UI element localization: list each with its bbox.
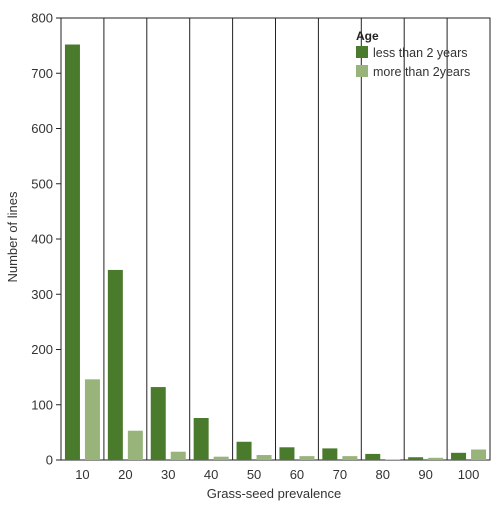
legend-label-less-than-2-years: less than 2 years [373, 46, 468, 60]
bar-more-than-2years-80 [385, 459, 401, 460]
bar-more-than-2years-50 [256, 455, 272, 460]
legend-label-more-than-2years: more than 2years [373, 65, 470, 79]
bar-more-than-2years-40 [213, 456, 229, 460]
x-tick-label: 70 [333, 467, 347, 482]
legend-swatch-less-than-2-years [356, 46, 368, 58]
x-tick-label: 40 [204, 467, 218, 482]
x-tick-label: 100 [458, 467, 480, 482]
x-tick-label: 10 [75, 467, 89, 482]
bar-more-than-2years-70 [342, 456, 358, 460]
y-tick-label: 500 [31, 176, 53, 191]
y-tick-label: 100 [31, 397, 53, 412]
bar-less-than-2-years-20 [107, 269, 123, 460]
bar-more-than-2years-30 [170, 451, 186, 460]
bar-more-than-2years-60 [299, 456, 315, 460]
y-tick-label: 600 [31, 121, 53, 136]
y-tick-label: 200 [31, 342, 53, 357]
x-tick-label: 50 [247, 467, 261, 482]
bar-less-than-2-years-60 [279, 447, 295, 460]
bar-more-than-2years-10 [84, 379, 100, 460]
y-tick-label: 800 [31, 11, 53, 26]
bar-less-than-2-years-50 [236, 441, 252, 460]
legend: Age less than 2 years more than 2years [356, 29, 470, 79]
bar-less-than-2-years-30 [150, 387, 166, 460]
bar-less-than-2-years-70 [322, 448, 338, 460]
bar-more-than-2years-100 [471, 449, 487, 460]
x-tick-label: 80 [376, 467, 390, 482]
x-axis-title: Grass-seed prevalence [207, 486, 341, 501]
x-tick-label: 30 [161, 467, 175, 482]
legend-swatch-more-than-2years [356, 65, 368, 77]
legend-title: Age [356, 29, 379, 43]
y-tick-label: 0 [46, 453, 53, 468]
y-tick-label: 400 [31, 232, 53, 247]
bar-more-than-2years-90 [428, 457, 444, 460]
bar-more-than-2years-20 [127, 430, 143, 460]
x-tick-label: 20 [118, 467, 132, 482]
y-tick-label: 300 [31, 287, 53, 302]
y-axis-title: Number of lines [5, 191, 20, 283]
bar-less-than-2-years-40 [193, 418, 209, 460]
bar-less-than-2-years-80 [365, 453, 381, 460]
bar-less-than-2-years-100 [451, 452, 467, 460]
x-tick-label: 60 [290, 467, 304, 482]
x-tick-label: 90 [418, 467, 432, 482]
y-tick-label: 700 [31, 66, 53, 81]
bar-less-than-2-years-10 [64, 44, 80, 461]
bar-less-than-2-years-90 [408, 457, 424, 460]
